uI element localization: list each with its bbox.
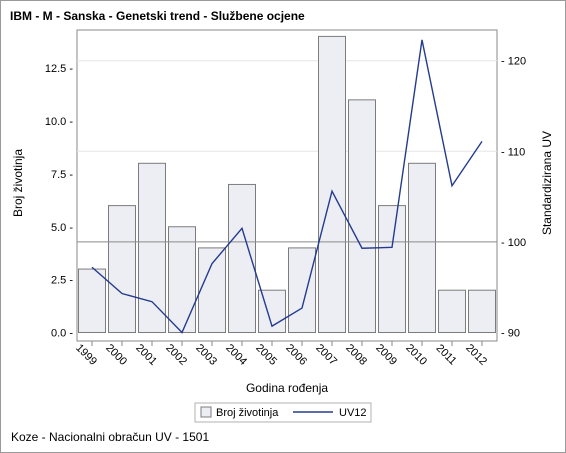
bar-1999 <box>78 268 106 333</box>
x-axis-title: Godina rođenja <box>246 381 328 395</box>
y-axis-title: Broj životinja <box>11 149 25 217</box>
bar-2008 <box>348 99 376 333</box>
y2-tick-label: - 110 <box>501 146 525 158</box>
bar-2002 <box>168 226 196 333</box>
bar-2009 <box>378 205 406 334</box>
y-tick-label: 7.5 - <box>51 169 73 181</box>
y2-tick-label: - 90 <box>501 328 520 340</box>
y-tick-label: 0.0 - <box>51 328 73 340</box>
x-tick-label: 2001 <box>133 342 159 368</box>
x-tick-label: 2008 <box>343 342 369 368</box>
legend-label-line: UV12 <box>339 407 367 419</box>
legend-label-bars: Broj životinja <box>216 407 279 419</box>
y-tick-label: 12.5 - <box>45 63 73 75</box>
x-tick-label: 2010 <box>403 342 429 368</box>
bar-2011 <box>438 289 466 334</box>
x-tick-label: 2005 <box>253 342 279 368</box>
bar-2000 <box>108 205 136 334</box>
x-tick-label: 1999 <box>73 342 99 368</box>
x-tick-label: 2012 <box>463 342 489 368</box>
chart-footnote: Koze - Nacionalni obračun UV - 1501 <box>11 430 210 444</box>
y-tick-label: 5.0 - <box>51 222 73 234</box>
x-tick-label: 2004 <box>223 342 249 368</box>
y-tick-label: 2.5 - <box>51 275 73 287</box>
y-tick-label: 10.0 - <box>45 116 73 128</box>
x-tick-label: 2002 <box>163 342 189 368</box>
bar-2006 <box>288 247 316 333</box>
x-tick-label: 2007 <box>313 342 339 368</box>
x-tick-label: 2003 <box>193 342 219 368</box>
legend-swatch-bars <box>200 406 212 418</box>
bar-2010 <box>408 162 436 333</box>
series-line-uv12 <box>91 39 483 334</box>
x-tick-label: 2006 <box>283 342 309 368</box>
bar-2001 <box>138 162 166 333</box>
y2-tick-label: - 100 <box>501 237 526 249</box>
x-tick-label: 2011 <box>434 342 459 367</box>
legend-box <box>194 402 372 423</box>
bar-2003 <box>198 247 226 333</box>
y2-axis-title: Standardizirana UV <box>540 131 554 235</box>
x-tick-label: 2000 <box>103 342 129 368</box>
x-tick-label: 2009 <box>373 342 399 368</box>
y2-tick-label: - 120 <box>501 56 526 68</box>
bar-2007 <box>318 35 346 334</box>
chart-title: IBM - M - Sanska - Genetski trend - Služ… <box>10 9 305 23</box>
bar-2012 <box>468 289 496 334</box>
